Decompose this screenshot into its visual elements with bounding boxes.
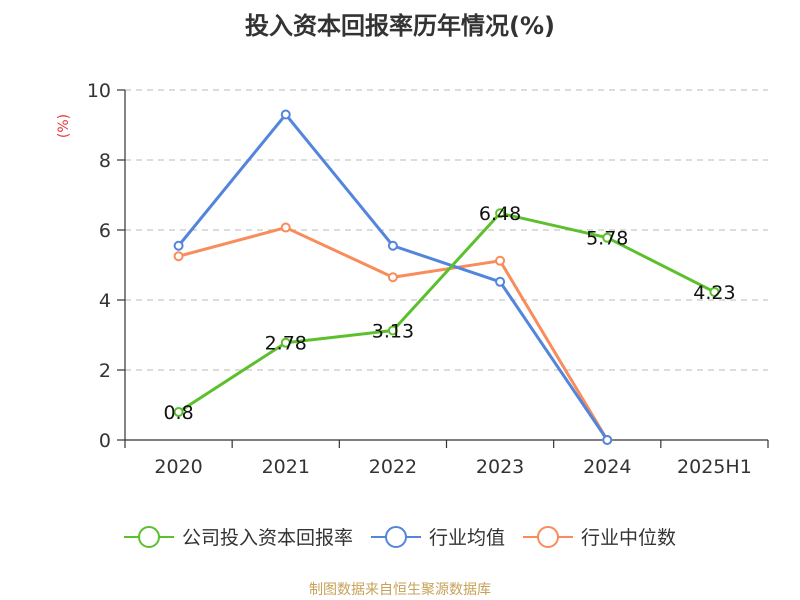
legend-marker bbox=[385, 526, 407, 548]
x-tick-label: 2022 bbox=[369, 456, 417, 478]
data-point bbox=[387, 240, 398, 251]
data-label: 3.13 bbox=[372, 320, 414, 342]
data-point bbox=[387, 325, 398, 336]
data-point bbox=[387, 272, 398, 283]
data-point bbox=[602, 232, 613, 243]
data-label: 6.48 bbox=[479, 203, 521, 225]
series-line-0 bbox=[177, 211, 716, 414]
x-tick-label: 2023 bbox=[476, 456, 524, 478]
data-point bbox=[495, 208, 506, 219]
legend-marker bbox=[138, 526, 160, 548]
y-tick-label: 2 bbox=[99, 360, 111, 382]
legend-label: 公司投入资本回报率 bbox=[182, 527, 353, 549]
data-point bbox=[495, 255, 506, 266]
y-tick-label: 8 bbox=[99, 150, 111, 172]
data-label: 2.78 bbox=[265, 333, 307, 355]
data-label: 4.23 bbox=[693, 282, 735, 304]
x-tick-label: 2024 bbox=[583, 456, 631, 478]
y-tick-label: 0 bbox=[99, 430, 111, 452]
source-note: 制图数据来自恒生聚源数据库 bbox=[309, 582, 491, 598]
legend-label: 行业均值 bbox=[429, 527, 505, 549]
data-point bbox=[709, 286, 720, 297]
data-point bbox=[280, 222, 291, 233]
y-tick-label: 4 bbox=[99, 290, 111, 312]
x-tick-label: 2021 bbox=[262, 456, 310, 478]
data-point bbox=[173, 240, 184, 251]
data-point bbox=[602, 435, 613, 445]
y-tick-label: 6 bbox=[99, 220, 111, 242]
chart-title: 投入资本回报率历年情况(%) bbox=[245, 12, 555, 40]
data-point bbox=[495, 276, 506, 287]
x-tick-label: 2020 bbox=[154, 456, 202, 478]
data-point bbox=[173, 407, 184, 417]
data-point bbox=[173, 251, 184, 262]
y-axis-unit-label: (%) bbox=[56, 114, 72, 138]
x-tick-label: 2025H1 bbox=[677, 456, 752, 478]
legend-marker bbox=[537, 526, 559, 548]
data-label: 0.8 bbox=[163, 402, 193, 424]
data-label: 5.78 bbox=[586, 228, 628, 250]
data-point bbox=[280, 109, 291, 120]
legend-label: 行业中位数 bbox=[581, 527, 676, 549]
y-tick-label: 10 bbox=[87, 80, 111, 102]
data-point bbox=[280, 337, 291, 348]
